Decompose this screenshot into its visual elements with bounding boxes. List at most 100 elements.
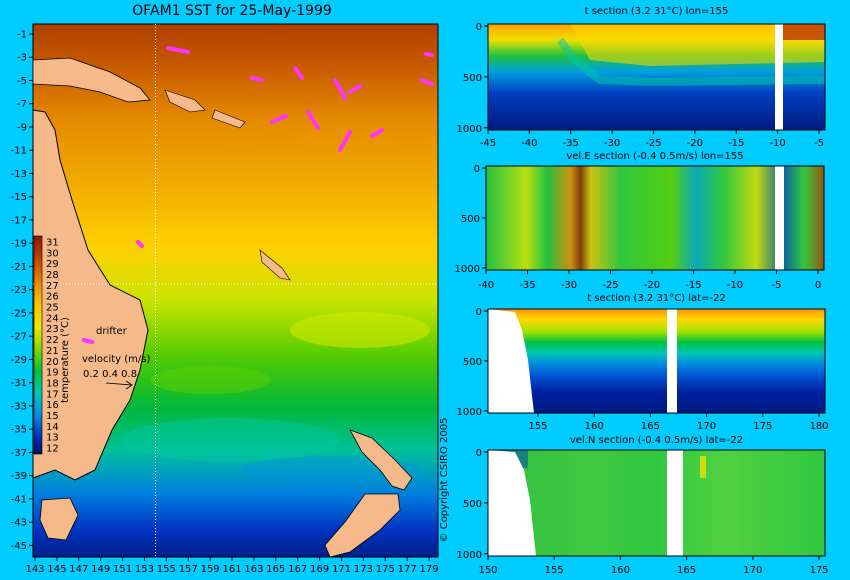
colorbar-tick-label: 19 [46,368,59,379]
y-tick-label: 0 [476,22,482,33]
y-tick-label: -25 [11,308,27,319]
y-tick-label: -43 [11,518,27,529]
y-tick-label: -23 [11,285,27,296]
colorbar-tick-label: 13 [46,433,59,444]
x-tick-label: 153 [135,564,154,575]
x-tick-label: -30 [604,138,620,149]
y-tick-label: -15 [11,192,27,203]
y-tick-label: -29 [11,355,27,366]
x-tick-label: 173 [354,564,373,575]
section-title: vel.N section (-0.4 0.5m/s) lat=-22 [570,435,743,446]
x-tick-label: 0 [815,280,821,291]
x-tick-label: 155 [545,565,564,576]
y-tick-label: -3 [17,53,27,64]
x-tick-label: -20 [687,138,703,149]
x-tick-label: 177 [398,564,417,575]
x-tick-label: 159 [201,564,220,575]
x-tick-label: 165 [266,564,285,575]
colorbar-tick-label: 29 [46,259,59,270]
velocity-label: velocity (m/s) [82,354,150,365]
y-tick-label: 0 [476,448,482,459]
y-tick-label: -39 [11,471,27,482]
y-tick-label: -31 [11,378,27,389]
map-y-axis: -1 -3 -5 -7 -9 -11 -13 -15 -17 -19 -21 -23 -25 -27 -29… [11,30,33,552]
x-tick-label: 167 [288,564,307,575]
colorbar-tick-label: 15 [46,411,59,422]
x-tick-label: 165 [677,565,696,576]
colorbar-tick-label: 14 [46,422,59,433]
x-tick-label: -25 [645,138,661,149]
map-x-axis: 143 145 147 149 151 153 155 157 159 161 163 165 167 1… [25,557,439,575]
x-tick-label: -10 [769,138,785,149]
section-axes-1: t section (3.2 31°C) lon=155 -45 -40 -35 -30… [457,6,824,149]
x-tick-label: 171 [332,564,351,575]
y-tick-label: -33 [11,401,27,412]
velocity-arrow-icon [105,380,133,390]
x-tick-label: 175 [753,421,772,432]
x-tick-label: -40 [478,280,494,291]
colorbar-tick-label: 28 [46,270,59,281]
colorbar-tick-label: 12 [46,444,59,455]
x-tick-label: 143 [25,564,44,575]
x-tick-label: -25 [602,280,618,291]
section-axes-4: vel.N section (-0.4 0.5m/s) lat=-22 150 15… [457,435,829,576]
x-tick-label: 151 [113,564,132,575]
y-tick-label: 1000 [457,550,482,561]
y-tick-label: -41 [11,494,27,505]
x-tick-label: 147 [69,564,88,575]
y-tick-label: 500 [463,499,482,510]
y-tick-label: -19 [11,239,27,250]
y-tick-label: 1000 [457,124,482,135]
colorbar-tick-label: 20 [46,357,59,368]
copyright-text: © Copyright CSIRO 2005 [439,418,450,543]
colorbar-tick-label: 18 [46,378,59,389]
x-tick-label: -35 [563,138,579,149]
x-tick-label: 175 [809,565,828,576]
sst-map [32,23,439,558]
y-tick-label: 0 [474,164,480,175]
colorbar-tick-label: 21 [46,346,59,357]
colorbar-tick-label: 23 [46,324,59,335]
colorbar-tick-label: 27 [46,281,59,292]
velN-section-lat22 [487,449,826,557]
x-tick-label: -15 [685,280,701,291]
x-tick-label: -30 [561,280,577,291]
colorbar-label: temperature (°C) [60,317,71,403]
x-tick-label: 145 [47,564,66,575]
x-tick-label: -10 [727,280,743,291]
y-tick-label: -27 [11,332,27,343]
y-tick-label: -13 [11,169,27,180]
x-tick-label: 165 [641,421,660,432]
y-tick-label: -9 [17,122,27,133]
x-tick-label: 175 [376,564,395,575]
x-tick-label: 169 [310,564,329,575]
colorbar-tick-label: 31 [46,238,59,249]
x-tick-label: 180 [809,421,828,432]
x-tick-label: 157 [179,564,198,575]
colorbar-tick-label: 25 [46,303,59,314]
x-tick-label: -5 [814,138,824,149]
x-tick-label: 149 [91,564,110,575]
y-tick-label: 1000 [455,264,480,275]
section-axes-2: vel.E section (-0.4 0.5m/s) lon=155 -40 -3… [455,151,822,291]
y-tick-label: -11 [11,146,27,157]
y-tick-label: -21 [11,262,27,273]
colorbar-tick-label: 22 [46,335,59,346]
colorbar-tick-label: 26 [46,292,59,303]
y-tick-label: -35 [11,425,27,436]
velE-section-lon155 [485,165,825,271]
y-tick-label: -1 [17,30,27,41]
y-tick-label: 0 [476,307,482,318]
y-tick-label: -37 [11,448,27,459]
x-tick-label: 179 [420,564,439,575]
x-tick-label: 170 [743,565,762,576]
velocity-scale: 0.2 0.4 0.8 [83,369,137,380]
section-axes-3: t section (3.2 31°C) lat=-22 155 160 165 170… [457,293,829,432]
map-title: OFAM1 SST for 25-May-1999 [132,3,332,19]
x-tick-label: 160 [585,421,604,432]
x-tick-label: 155 [528,421,547,432]
x-tick-label: 163 [244,564,263,575]
colorbar-tick-label: 16 [46,400,59,411]
x-tick-label: -15 [728,138,744,149]
